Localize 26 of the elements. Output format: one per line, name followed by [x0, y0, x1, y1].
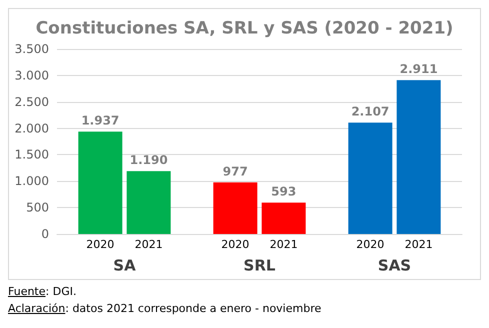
text: 2020 — [356, 238, 384, 251]
text: 2021 — [270, 238, 298, 251]
y-tick-label: 3.500 — [14, 42, 49, 56]
chart-title: Constituciones SA, SRL y SAS (2020 - 2021) — [36, 18, 454, 38]
text: 2021 — [404, 238, 433, 251]
y-tick-label: 3.000 — [14, 68, 49, 82]
text: 1.190 — [130, 153, 168, 168]
text: 977 — [222, 164, 248, 178]
text: 2.107 — [351, 104, 390, 119]
series-label: 2020 — [86, 238, 114, 251]
text: 2020 — [221, 238, 250, 251]
x-tick-label: SA — [113, 256, 136, 274]
source-note: Fuente: DGI. — [8, 284, 78, 300]
y-tick-label: 0 — [41, 227, 49, 241]
x-tick-label: SAS — [378, 256, 412, 274]
series-label: 2021 — [134, 238, 163, 251]
y-tick-label: 2.000 — [14, 121, 49, 136]
text: 1.937 — [81, 114, 120, 128]
y-tick-label: 1.500 — [14, 148, 49, 162]
text: 593 — [271, 184, 296, 199]
text: Aclaración: datos 2021 corresponde a enero - noviembre — [8, 301, 322, 317]
text: 2.911 — [400, 62, 438, 76]
y-tick-label: 500 — [26, 200, 49, 215]
y-tick-label: 2.500 — [14, 94, 49, 109]
y-tick-label: 1.000 — [14, 174, 49, 188]
x-tick-label: SRL — [244, 256, 276, 274]
